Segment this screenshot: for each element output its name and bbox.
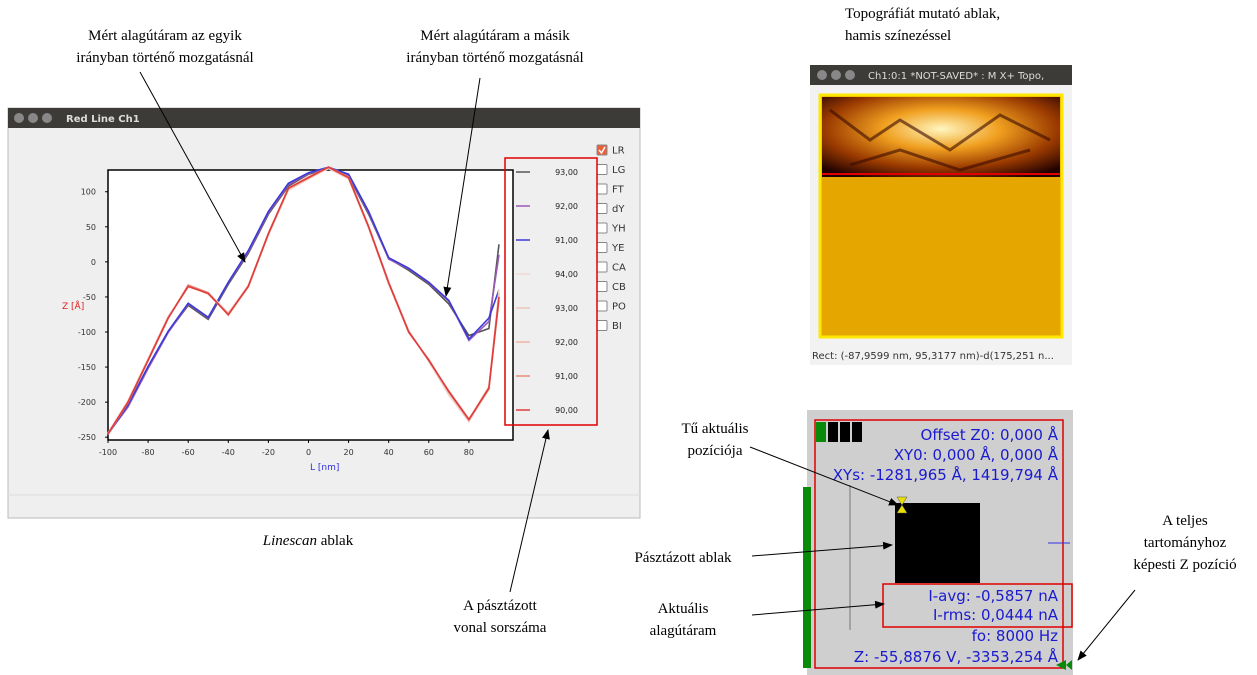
i-rms: I-rms: 0,0444 nA: [933, 606, 1059, 624]
y-tick-label: -100: [78, 328, 96, 337]
x-tick-label: -40: [222, 448, 235, 457]
annotation: irányban történő mozgatásnál: [76, 50, 253, 66]
checkbox-label: CB: [612, 282, 626, 293]
i-avg: I-avg: -0,5857 nA: [928, 587, 1058, 605]
legend-label: 92,00: [555, 338, 578, 347]
annotation: alagútáram: [650, 623, 717, 639]
x-tick-label: -60: [182, 448, 195, 457]
linescan-window: Red Line Ch1 Z [Å] L [nm] 100500-50-100-…: [8, 108, 640, 518]
x-tick-label: 80: [464, 448, 474, 457]
checkbox: [597, 243, 607, 253]
xys: XYs: -1281,965 Å, 1419,794 Å: [833, 465, 1059, 484]
checkbox-label: YH: [611, 224, 626, 235]
annotation: A pásztázott: [463, 598, 538, 614]
y-tick-label: -200: [78, 398, 96, 407]
annotation: tartományhoz: [1144, 535, 1227, 551]
checkbox-label: FT: [612, 185, 625, 196]
topography-window: Ch1:0:1 *NOT-SAVED* : M X+ Topo, Rect: (…: [810, 65, 1072, 365]
checkbox: [597, 262, 607, 272]
legend-label: 92,00: [555, 202, 578, 211]
annotation-text: ablak: [321, 533, 354, 549]
page: Red Line Ch1 Z [Å] L [nm] 100500-50-100-…: [0, 0, 1257, 675]
x-tick-label: -100: [99, 448, 117, 457]
x-tick-label: 0: [306, 448, 311, 457]
checkbox-label: CA: [612, 263, 626, 274]
y-tick-label: 100: [81, 188, 96, 197]
checkbox-label: PO: [612, 302, 626, 313]
fo: fo: 8000 Hz: [972, 627, 1059, 645]
annotation: vonal sorszáma: [454, 620, 547, 636]
legend-label: 91,00: [555, 236, 578, 245]
status-bar: Rect: (-87,9599 nm, 95,3177 nm)-d(175,25…: [812, 351, 1054, 362]
arrow: [1078, 590, 1135, 660]
checkbox-label: dY: [612, 204, 625, 215]
legend-label: 93,00: [555, 304, 578, 313]
x-tick-label: -20: [262, 448, 275, 457]
checkbox: [597, 204, 607, 214]
annotation: Aktuális: [658, 601, 709, 617]
annotation: irányban történő mozgatásnál: [406, 50, 583, 66]
y-tick-label: 50: [86, 223, 96, 232]
window-title: Red Line Ch1: [66, 114, 140, 125]
legend-label: 93,00: [555, 168, 578, 177]
y-tick-label: -250: [78, 433, 96, 442]
annotation: Tű aktuális: [681, 421, 748, 437]
checkbox: [597, 321, 607, 331]
checkbox: [597, 165, 607, 175]
y-axis-label: Z [Å]: [62, 300, 84, 312]
x-tick-label: 40: [384, 448, 394, 457]
annotation: A teljes: [1162, 513, 1208, 529]
checkbox: [597, 301, 607, 311]
checkbox-label: LG: [612, 165, 625, 176]
checkbox: [597, 282, 607, 292]
checkbox-label: YE: [611, 243, 624, 254]
annotation: hamis színezéssel: [845, 28, 951, 44]
x-tick-label: 20: [344, 448, 354, 457]
checkbox: [597, 184, 607, 194]
xy0: XY0: 0,000 Å, 0,000 Å: [894, 445, 1059, 464]
checkbox-label: BI: [612, 321, 622, 332]
legend-label: 91,00: [555, 372, 578, 381]
annotation: pozíciója: [688, 443, 743, 459]
checkbox: [597, 223, 607, 233]
x-tick-label: 60: [424, 448, 434, 457]
control-panel: Offset Z0: 0,000 Å XY0: 0,000 Å, 0,000 Å…: [803, 410, 1073, 675]
y-tick-label: 0: [91, 258, 96, 267]
legend-label: 94,00: [555, 270, 578, 279]
y-tick-label: -150: [78, 363, 96, 372]
offset: Offset Z0: 0,000 Å: [921, 425, 1059, 444]
y-tick-label: -50: [83, 293, 96, 302]
z-position: Z: -55,8876 V, -3353,254 Å: [854, 647, 1059, 666]
checkbox-label: LR: [612, 146, 625, 157]
legend-label: 90,00: [555, 406, 578, 415]
annotation-italic: Linescan: [262, 533, 317, 549]
annotation: képesti Z pozíció: [1133, 557, 1236, 573]
annotation: Pásztázott ablak: [634, 550, 732, 566]
window-title: Ch1:0:1 *NOT-SAVED* : M X+ Topo,: [868, 71, 1044, 82]
x-tick-label: -80: [142, 448, 155, 457]
annotation: Linescan ablak: [262, 533, 354, 549]
annotation: Mért alagútáram az egyik: [88, 28, 242, 44]
annotation: Mért alagútáram a másik: [420, 28, 570, 44]
x-axis-label: L [nm]: [310, 463, 339, 473]
annotation: Topográfiát mutató ablak,: [845, 6, 1000, 22]
